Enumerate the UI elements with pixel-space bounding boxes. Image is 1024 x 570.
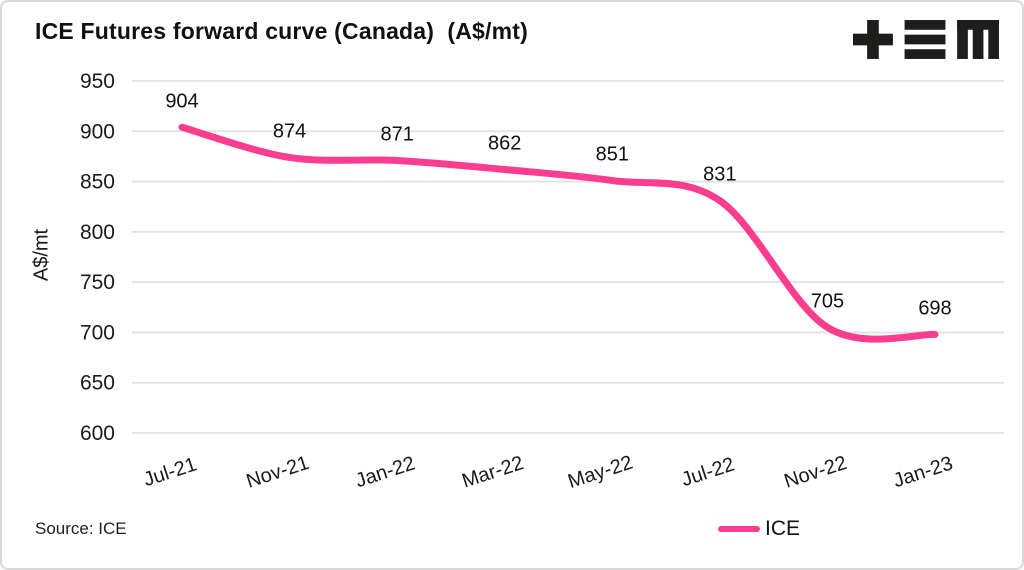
y-tick-label: 900 [80, 120, 115, 143]
data-point-label: 874 [273, 120, 306, 142]
x-tick-label: Jul-22 [679, 453, 738, 491]
x-tick-label: Jan-22 [353, 452, 418, 492]
tem-logo-icon [853, 18, 999, 61]
series-line [178, 123, 939, 343]
y-tick-label: 750 [80, 271, 115, 294]
x-tick-label: Jul-21 [141, 453, 200, 491]
x-tick-label: Mar-22 [459, 452, 526, 493]
x-tick-label: Nov-22 [782, 452, 850, 493]
source-note: Source: ICE [35, 519, 127, 538]
y-tick-label: 700 [80, 321, 115, 344]
y-tick-label: 850 [80, 171, 115, 194]
y-tick-label: 600 [80, 422, 115, 445]
x-tick-label: May-22 [565, 452, 635, 494]
data-point-label: 871 [380, 123, 413, 145]
y-tick-label: 800 [80, 221, 115, 244]
data-point-label: 851 [596, 144, 629, 166]
chart-title: ICE Futures forward curve (Canada) (A$/m… [35, 18, 528, 44]
legend: ICE [718, 517, 800, 541]
x-tick-label: Jan-23 [891, 452, 956, 492]
legend-series-label: ICE [765, 517, 801, 540]
legend-line-swatch [718, 526, 760, 532]
data-point-label: 831 [703, 164, 736, 186]
x-tick-label: Nov-21 [244, 452, 312, 493]
y-tick-label: 650 [80, 372, 115, 395]
data-point-label: 904 [165, 90, 198, 112]
y-tick-label: 950 [80, 70, 115, 93]
data-point-label: 698 [918, 297, 951, 319]
data-point-label: 862 [488, 133, 521, 155]
data-point-label: 705 [811, 290, 844, 312]
